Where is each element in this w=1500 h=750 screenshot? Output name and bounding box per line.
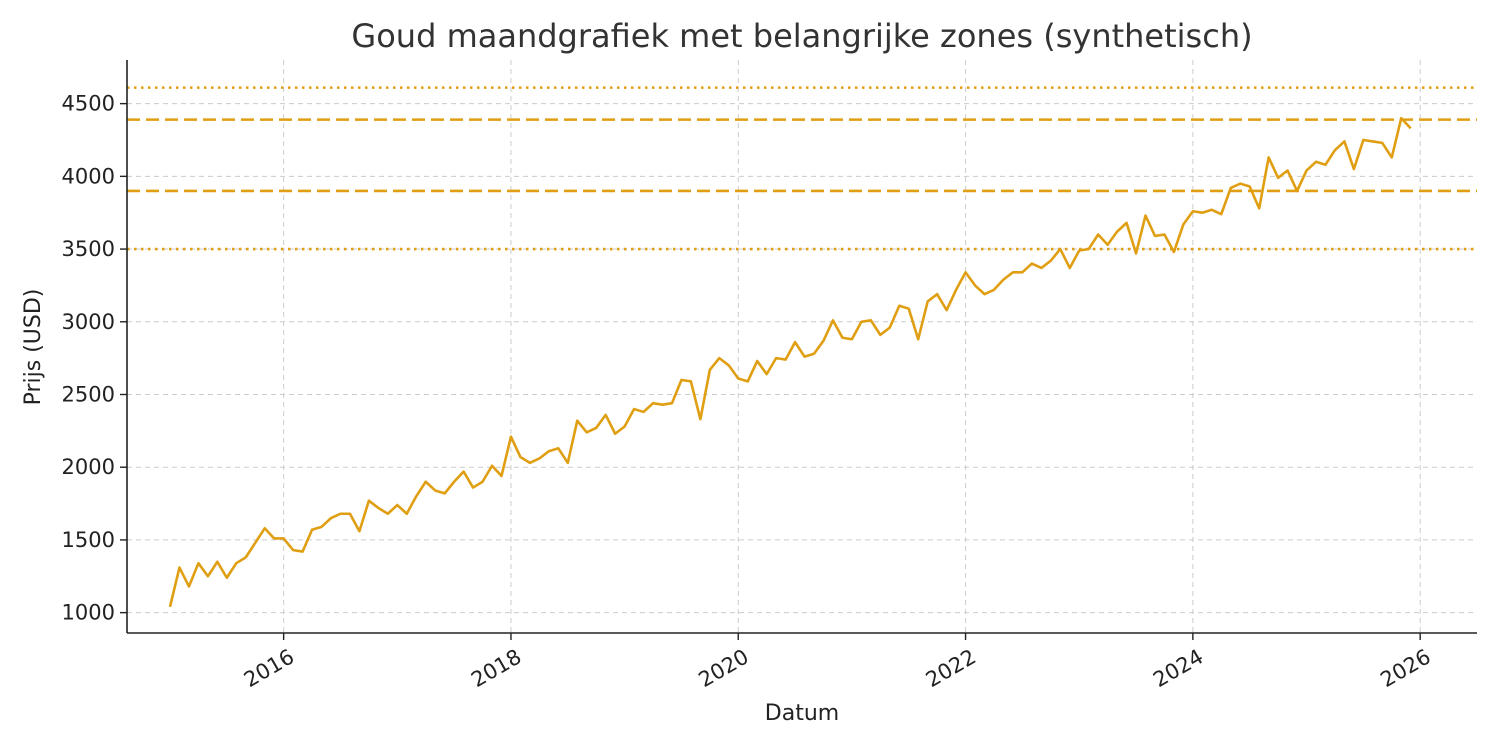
y-tick-label: 3500 — [62, 237, 115, 261]
y-tick-label: 1000 — [62, 601, 115, 625]
x-axis-label: Datum — [765, 701, 839, 726]
grid-horizontal — [127, 103, 1477, 614]
series-layer — [168, 116, 1412, 608]
axes — [126, 60, 1477, 634]
x-tick-label: 2026 — [1376, 645, 1434, 693]
x-tick-label: 2018 — [467, 645, 525, 693]
y-tick-label: 4000 — [62, 164, 115, 188]
y-ticks: 1000 1500 2000 2500 3000 3500 4000 4500 — [62, 92, 127, 625]
y-axis-label: Prijs (USD) — [21, 289, 46, 406]
x-tick-label: 2022 — [922, 645, 980, 693]
x-ticks: 2016 2018 2020 2022 2024 2026 — [240, 633, 1435, 692]
y-tick-label: 2000 — [62, 455, 115, 479]
x-tick-label: 2020 — [694, 645, 752, 693]
x-tick-label: 2016 — [240, 645, 298, 693]
y-tick-label: 2500 — [62, 382, 115, 406]
x-tick-label: 2024 — [1149, 645, 1207, 693]
grid-vertical — [283, 60, 1421, 633]
y-tick-label: 4500 — [62, 92, 115, 116]
y-tick-label: 3000 — [62, 310, 115, 334]
series-line-0 — [168, 116, 1412, 608]
chart-title: Goud maandgrafiek met belangrijke zones … — [351, 17, 1252, 55]
y-tick-label: 1500 — [62, 528, 115, 552]
